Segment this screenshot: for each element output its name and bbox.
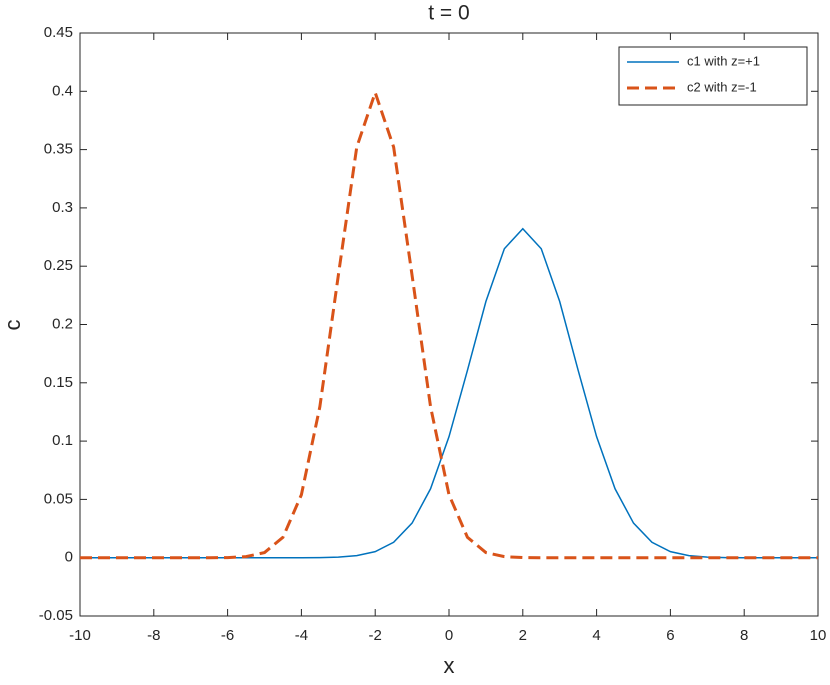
x-tick-label: 2: [519, 627, 527, 644]
x-tick-label: 4: [592, 627, 600, 644]
y-tick-label: 0.35: [44, 141, 73, 158]
series-line: [80, 87, 818, 560]
y-axis-label: c: [0, 320, 25, 331]
plot-area: [80, 33, 818, 616]
x-tick-label: 0: [445, 627, 453, 644]
y-tick-label: 0.15: [44, 374, 73, 391]
axes-box: [79, 32, 819, 617]
x-tick-label: -8: [147, 627, 160, 644]
y-tick-label: 0.2: [52, 315, 73, 332]
y-tick-label: 0.25: [44, 257, 73, 274]
series-line: [80, 227, 818, 559]
chart-title: t = 0: [428, 2, 469, 25]
y-tick-label: 0.1: [52, 432, 73, 449]
x-tick-label: -2: [369, 627, 382, 644]
x-axis-label: x: [444, 653, 455, 678]
y-tick-label: 0.3: [52, 199, 73, 216]
y-tick-label: 0.05: [44, 490, 73, 507]
y-tick-label: -0.05: [39, 607, 73, 624]
x-tick-label: 6: [666, 627, 674, 644]
legend-label: c2 with z=-1: [687, 79, 757, 94]
legend-box: [618, 46, 808, 106]
x-tick-label: -6: [221, 627, 234, 644]
x-tick-label: 8: [740, 627, 748, 644]
legend: c1 with z=+1 c2 with z=-1: [618, 46, 808, 106]
x-tick-label: -10: [69, 627, 91, 644]
legend-label: c1 with z=+1: [687, 53, 760, 68]
y-tick-label: 0: [65, 549, 73, 566]
y-tick-label: 0.45: [44, 24, 73, 41]
y-tick-label: 0.4: [52, 82, 73, 99]
x-tick-label: -4: [295, 627, 308, 644]
x-tick-label: 10: [810, 627, 827, 644]
